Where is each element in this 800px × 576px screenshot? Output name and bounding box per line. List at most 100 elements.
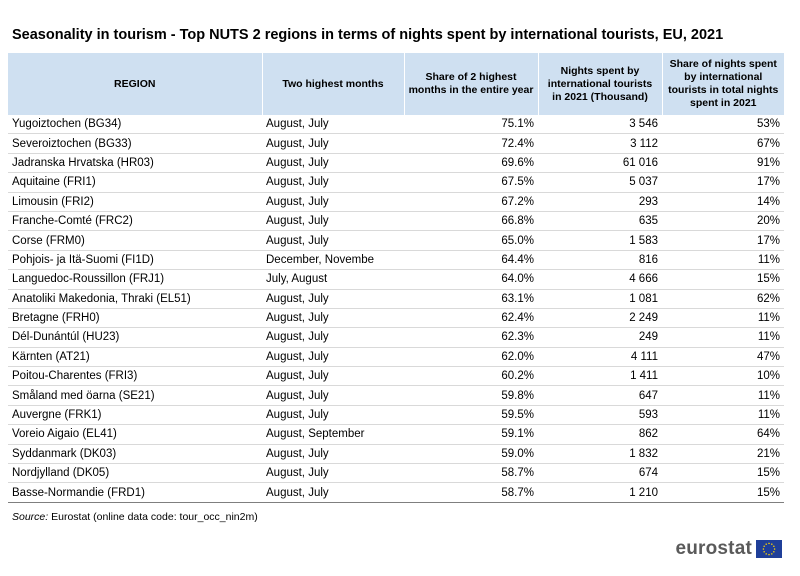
table-cell: 64.4% [404,250,538,271]
header-row: REGION Two highest months Share of 2 highe… [8,53,784,115]
table-cell: 11% [662,327,784,348]
table-cell: 15% [662,269,784,290]
table-cell: Syddanmark (DK03) [8,444,262,465]
table-cell: July, August [262,269,404,290]
data-table-container: REGION Two highest months Share of 2 highe… [8,53,784,503]
flag-star [768,553,770,556]
table-cell: Limousin (FRI2) [8,192,262,212]
table-cell: August, July [262,192,404,212]
table-cell: August, July [262,405,404,426]
table-row: Limousin (FRI2) August, July 67.2% 293 14% [8,192,784,212]
table-cell: August, September [262,424,404,445]
table-cell: August, July [262,347,404,368]
eu-flag-icon [756,540,782,558]
table-cell: Franche-Comté (FRC2) [8,211,262,232]
table-cell: 58.7% [404,482,538,503]
table-row: Kärnten (AT21) August, July 62.0% 4 111 47% [8,347,784,368]
table-cell: 14% [662,192,784,212]
table-cell: August, July [262,308,404,329]
table-cell: 249 [538,327,662,348]
table-cell: 61 016 [538,153,662,174]
flag-star [762,548,765,550]
source-text: Eurostat (online data code: tour_occ_nin… [51,511,258,523]
table-cell: 15% [662,482,784,503]
table-row: Corse (FRM0) August, July 65.0% 1 583 17% [8,230,784,251]
flag-star [771,553,773,555]
table-cell: August, July [262,115,404,135]
table-cell: August, July [262,327,404,348]
table-row: Jadranska Hrvatska (HR03) August, July 69.… [8,153,784,174]
table-cell: 63.1% [404,289,538,309]
table-row: Dél-Dunántúl (HU23) August, July 62.3% 249 1… [8,327,784,348]
table-cell: 4 111 [538,347,662,368]
flag-star [768,542,770,545]
table-cell: August, July [262,366,404,387]
flag-star [773,548,776,550]
flag-star [771,543,773,545]
table-cell: 58.7% [404,463,538,484]
table-row: Basse-Normandie (FRD1) August, July 58.7% 1… [8,482,784,503]
column-header-2: Two highest months [261,53,404,115]
table-row: Syddanmark (DK03) August, July 59.0% 1 832 2… [8,444,784,465]
table-cell: 47% [662,347,784,368]
table-cell: 65.0% [404,230,538,251]
table-cell: 67.5% [404,172,538,193]
table-cell: 1 832 [538,444,662,465]
table-cell: 11% [662,405,784,426]
table-body: Yugoiztochen (BG34) August, July 75.1% 3 54… [8,115,784,503]
flag-star [773,545,775,547]
table-cell: 17% [662,230,784,251]
table-row: Nordjylland (DK05) August, July 58.7% 674 15… [8,463,784,484]
table-cell: Småland med öarna (SE21) [8,385,262,406]
table-cell: 17% [662,172,784,193]
table-cell: Kärnten (AT21) [8,347,262,368]
table-cell: 62.3% [404,327,538,348]
table-cell: 3 112 [538,133,662,154]
column-header-4: Nights spent by international tourists i… [537,53,662,115]
table-cell: 62.4% [404,308,538,329]
table-cell: 67.2% [404,192,538,212]
table-cell: Poitou-Charentes (FRI3) [8,366,262,387]
table-row: Severoiztochen (BG33) August, July 72.4% 3 … [8,133,784,154]
table-cell: 647 [538,385,662,406]
table-row: Småland med öarna (SE21) August, July 59.8… [8,385,784,406]
table-cell: Voreio Aigaio (EL41) [8,424,262,445]
table-cell: 816 [538,250,662,271]
table-cell: Dél-Dunántúl (HU23) [8,327,262,348]
table-cell: 1 210 [538,482,662,503]
table-cell: Nordjylland (DK05) [8,463,262,484]
logo-text: eurostat [675,538,752,559]
table-cell: December, Novembe [262,250,404,271]
table-header: REGION Two highest months Share of 2 highe… [8,53,784,115]
chart-title: Seasonality in tourism - Top NUTS 2 regi… [12,27,724,43]
table-row: Aquitaine (FRI1) August, July 67.5% 5 037 17… [8,172,784,193]
column-header-1: REGION [8,53,262,115]
table-cell: 21% [662,444,784,465]
table-cell: Languedoc-Roussillon (FRJ1) [8,269,262,290]
table-cell: 635 [538,211,662,232]
table-cell: August, July [262,289,404,309]
table-row: Auvergne (FRK1) August, July 59.5% 593 11% [8,405,784,426]
table-cell: 67% [662,133,784,154]
table-cell: August, July [262,444,404,465]
table-cell: 60.2% [404,366,538,387]
table-cell: 1 081 [538,289,662,309]
table-row: Languedoc-Roussillon (FRJ1) July, August 6… [8,269,784,290]
table-cell: August, July [262,385,404,406]
table-cell: 20% [662,211,784,232]
table-cell: 64% [662,424,784,445]
table-cell: Severoiztochen (BG33) [8,133,262,154]
table-cell: 59.1% [404,424,538,445]
table-row: Franche-Comté (FRC2) August, July 66.8% 635… [8,211,784,232]
table-cell: 11% [662,250,784,271]
table-row: Yugoiztochen (BG34) August, July 75.1% 3 54… [8,115,784,135]
table-cell: Bretagne (FRH0) [8,308,262,329]
table-cell: 59.8% [404,385,538,406]
table-cell: 62.0% [404,347,538,368]
table-cell: 75.1% [404,115,538,135]
table-cell: August, July [262,463,404,484]
column-header-3: Share of 2 highest months in the entire … [403,53,538,115]
table-cell: 91% [662,153,784,174]
table-cell: 15% [662,463,784,484]
table-cell: 59.5% [404,405,538,426]
